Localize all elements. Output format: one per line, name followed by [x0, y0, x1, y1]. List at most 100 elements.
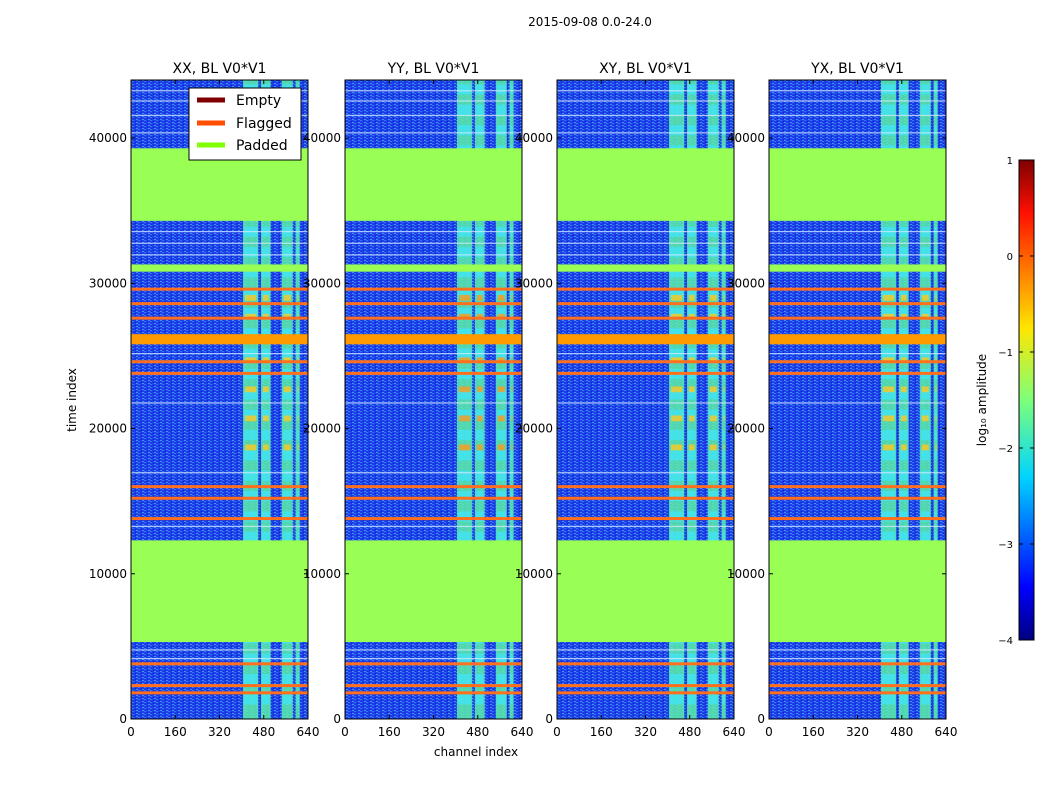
y-tick-label: 20000: [515, 422, 553, 436]
y-tick-label: 0: [119, 712, 127, 726]
flagged-row: [131, 684, 308, 688]
x-tick-label: 160: [378, 725, 401, 739]
row-artifact: [131, 254, 308, 256]
panel-title: YX, BL V0*V1: [810, 61, 904, 77]
panel-xx: XX, BL V0*V1 0 160 320 480 640 0 10000 20000 3000…: [89, 61, 320, 739]
panel-title: YY, BL V0*V1: [387, 61, 480, 77]
row-artifact: [769, 100, 946, 102]
padded-region: [131, 540, 308, 643]
y-tick-label: 40000: [515, 131, 553, 145]
row-artifact: [769, 649, 946, 651]
flagged-row: [557, 517, 734, 521]
row-artifact: [769, 254, 946, 256]
x-tick-label: 480: [466, 725, 489, 739]
colorbar-tick-label: −4: [998, 636, 1013, 647]
flagged-row: [769, 684, 946, 688]
panel-yy: YY, BL V0*V1 0 160 320 480 640 0 10000 20000 3000…: [303, 61, 534, 739]
row-artifact: [557, 353, 734, 355]
padded-region: [345, 540, 522, 643]
padded-region: [557, 264, 734, 272]
y-tick-label: 20000: [303, 422, 341, 436]
row-artifact: [557, 649, 734, 651]
row-artifact: [345, 472, 522, 474]
y-tick-label: 10000: [515, 567, 553, 581]
flagged-row: [131, 371, 308, 375]
y-tick-label: 0: [757, 712, 765, 726]
flagged-row: [769, 517, 946, 521]
flagged-band: [769, 334, 946, 345]
x-tick-label: 640: [935, 725, 958, 739]
row-artifact: [131, 525, 308, 528]
flagged-row: [131, 662, 308, 666]
flagged-row: [345, 302, 522, 306]
flagged-row: [769, 691, 946, 695]
flagged-row: [345, 360, 522, 364]
legend-label-flagged: Flagged: [236, 116, 292, 132]
colorbar-ticks: 1 0 −1 −2 −3 −4: [998, 156, 1034, 647]
flagged-row: [557, 485, 734, 489]
flagged-row: [557, 287, 734, 291]
y-tick-label: 30000: [727, 276, 765, 290]
flagged-row: [557, 371, 734, 375]
flagged-row: [769, 485, 946, 489]
row-artifact: [557, 114, 734, 117]
row-artifact: [557, 100, 734, 102]
padded-region: [769, 540, 946, 643]
row-artifact: [345, 242, 522, 244]
row-artifact: [345, 231, 522, 233]
padded-region: [345, 148, 522, 221]
row-artifact: [345, 254, 522, 256]
x-tick-label: 480: [678, 725, 701, 739]
legend: Empty Flagged Padded: [188, 87, 302, 161]
row-artifact: [131, 402, 308, 404]
y-tick-label: 20000: [89, 422, 127, 436]
flagged-row: [557, 302, 734, 306]
x-tick-label: 320: [634, 725, 657, 739]
row-artifact: [769, 472, 946, 474]
row-artifact: [131, 472, 308, 474]
row-artifact: [345, 353, 522, 355]
row-artifact: [131, 242, 308, 244]
figure-suptitle: 2015-09-08 0.0-24.0: [528, 15, 652, 29]
flagged-band: [345, 334, 522, 345]
x-tick-label: 320: [208, 725, 231, 739]
panel-xy: XY, BL V0*V1 0 160 320 480 640 0 10000 20000 3000…: [515, 61, 746, 739]
row-artifact: [769, 114, 946, 117]
panels: XX, BL V0*V1 0 160 320 480 640 0 10000 20000 3000…: [89, 61, 958, 739]
y-tick-label: 30000: [89, 276, 127, 290]
x-tick-label: 320: [422, 725, 445, 739]
y-tick-label: 30000: [303, 276, 341, 290]
x-tick-label: 0: [127, 725, 135, 739]
y-tick-label: 10000: [303, 567, 341, 581]
flagged-row: [345, 316, 522, 320]
row-artifact: [769, 658, 946, 660]
row-artifact: [557, 402, 734, 404]
row-artifact: [131, 353, 308, 355]
y-tick-label: 0: [333, 712, 341, 726]
flagged-row: [557, 684, 734, 688]
padded-region: [769, 148, 946, 221]
legend-label-padded: Padded: [236, 138, 288, 154]
row-artifact: [345, 100, 522, 102]
y-tick-label: 0: [545, 712, 553, 726]
x-tick-label: 320: [846, 725, 869, 739]
row-artifact: [557, 132, 734, 134]
flagged-row: [131, 287, 308, 291]
x-tick-label: 480: [252, 725, 275, 739]
flagged-row: [557, 496, 734, 500]
row-artifact: [345, 114, 522, 117]
row-artifact: [769, 402, 946, 404]
flagged-row: [345, 485, 522, 489]
flagged-row: [131, 485, 308, 489]
flagged-row: [345, 684, 522, 688]
y-axis-label: time index: [65, 368, 79, 432]
row-artifact: [557, 90, 734, 92]
y-tick-label: 10000: [89, 567, 127, 581]
panel-title: XY, BL V0*V1: [599, 61, 692, 77]
row-artifact: [131, 649, 308, 651]
x-tick-label: 0: [341, 725, 349, 739]
flagged-row: [769, 302, 946, 306]
x-tick-label: 640: [511, 725, 534, 739]
colorbar-gradient: [1018, 159, 1035, 641]
x-tick-label: 480: [890, 725, 913, 739]
